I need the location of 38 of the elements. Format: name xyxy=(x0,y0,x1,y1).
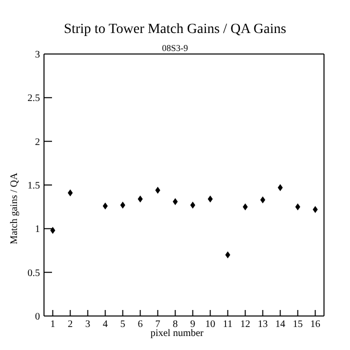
chart-subtitle: 08S3-9 xyxy=(162,43,188,53)
x-tick-label: 9 xyxy=(190,319,196,330)
y-tick-label: 0.5 xyxy=(28,268,40,279)
x-tick-label: 8 xyxy=(172,319,178,330)
point xyxy=(120,202,126,209)
x-tick-label: 7 xyxy=(155,319,160,330)
y-tick-label: 3 xyxy=(35,50,40,61)
point xyxy=(68,189,73,196)
y-tick-label: 2.5 xyxy=(28,93,40,104)
x-tick-label: 13 xyxy=(258,319,268,330)
y-tick-label: 0 xyxy=(35,312,40,323)
x-tick-label: 2 xyxy=(68,319,73,330)
point xyxy=(50,226,56,234)
x-tick-label: 4 xyxy=(102,319,108,330)
point xyxy=(138,195,143,202)
y-tick-label: 2 xyxy=(35,136,40,148)
y-tick-label: 1.5 xyxy=(28,180,40,192)
point xyxy=(260,196,266,204)
x-tick-label: 10 xyxy=(205,319,216,330)
x-tick-label: 15 xyxy=(292,319,303,330)
point xyxy=(102,202,108,210)
chart-title: Strip to Tower Match Gains / QA Gains xyxy=(62,22,288,38)
x-tick-label: 16 xyxy=(310,319,320,330)
x-tick-label: 12 xyxy=(240,319,250,330)
point xyxy=(190,202,196,209)
x-axis-title: pixel number xyxy=(150,328,204,339)
point xyxy=(295,203,300,210)
x-tick-label: 1 xyxy=(50,319,56,330)
y-axis-title: Match gains / QA xyxy=(10,172,21,244)
point xyxy=(278,184,283,192)
x-tick-label: 3 xyxy=(85,319,90,330)
x-tick-label: 14 xyxy=(275,319,286,330)
y-tick-label: 1 xyxy=(35,224,40,236)
point xyxy=(172,198,178,206)
x-tick-label: 11 xyxy=(222,319,233,330)
point xyxy=(225,251,230,258)
x-tick-label: 6 xyxy=(138,319,143,330)
x-tick-label: 5 xyxy=(120,319,126,330)
